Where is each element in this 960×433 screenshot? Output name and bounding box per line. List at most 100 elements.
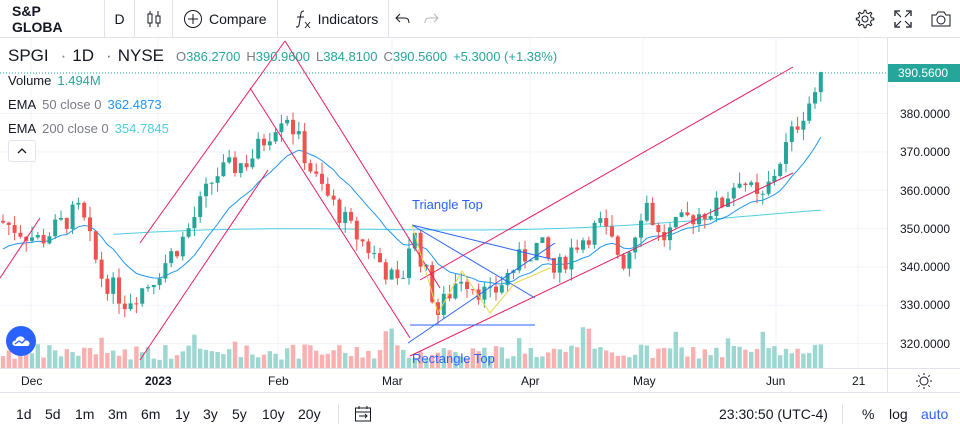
- legend-collapse-button[interactable]: [8, 140, 36, 162]
- ema200-legend[interactable]: EMA 200 close 0 354.7845: [8, 116, 557, 140]
- volume-bar: [406, 357, 412, 368]
- chart-pane[interactable]: SPGI · 1D · NYSE O386.2700 H390.9600 L38…: [0, 38, 887, 368]
- range-1d-button[interactable]: 1d: [16, 406, 32, 422]
- time-tick: Dec: [21, 374, 43, 388]
- volume-bar: [447, 350, 452, 368]
- candle-body: [325, 183, 330, 196]
- channel-line[interactable]: [0, 217, 41, 279]
- volume-bar: [302, 344, 307, 368]
- pattern-line[interactable]: [407, 242, 556, 344]
- rectangle-top-label[interactable]: Rectangle Top: [412, 351, 495, 366]
- time-tick: May: [633, 374, 656, 388]
- volume-bar: [186, 345, 191, 368]
- range-3y-button[interactable]: 3y: [203, 406, 218, 422]
- price-tick: 320.0000: [900, 337, 951, 351]
- candle-body: [540, 237, 545, 243]
- candle-body: [720, 197, 725, 207]
- volume-bar: [557, 349, 562, 368]
- volume-bar: [145, 347, 151, 368]
- volume-bar: [116, 355, 122, 368]
- range-5y-button[interactable]: 5y: [232, 406, 247, 422]
- volume-bar: [64, 349, 69, 368]
- candle-body: [192, 217, 197, 229]
- volume-bar: [250, 354, 255, 368]
- candle-body: [813, 92, 817, 104]
- volume-bar: [256, 357, 261, 368]
- candle-body: [795, 126, 800, 130]
- price-scale[interactable]: 380.0000 370.0000 360.0000 350.0000 340.…: [887, 38, 960, 368]
- volume-bar: [203, 349, 209, 368]
- range-1m-button[interactable]: 1m: [75, 406, 95, 422]
- pattern-line[interactable]: [411, 224, 556, 261]
- channel-drawings[interactable]: [0, 40, 794, 361]
- volume-bar: [789, 353, 794, 368]
- volume-bar: [702, 349, 707, 368]
- volume-bar: [360, 357, 365, 368]
- volume-bar: [592, 348, 597, 368]
- fullscreen-button[interactable]: [884, 0, 922, 38]
- auto-scale-toggle[interactable]: auto: [921, 406, 949, 422]
- legend-symbol: SPGI: [8, 46, 49, 65]
- percent-scale-toggle[interactable]: %: [862, 406, 875, 422]
- price-chart[interactable]: [0, 38, 887, 368]
- snapshot-button[interactable]: [922, 0, 960, 38]
- volume-bar: [679, 347, 684, 368]
- range-3m-button[interactable]: 3m: [108, 406, 128, 422]
- ema50-legend[interactable]: EMA 50 close 0 362.4873: [8, 92, 557, 116]
- volume-bar: [151, 358, 156, 368]
- triangle-pattern[interactable]: [411, 224, 551, 315]
- channel-line[interactable]: [139, 169, 269, 361]
- channel-line[interactable]: [419, 66, 794, 281]
- timezone-clock[interactable]: 23:30:50 (UTC-4): [719, 406, 828, 422]
- channel-line[interactable]: [249, 87, 411, 339]
- interval-button[interactable]: D: [105, 0, 135, 38]
- candle-body: [180, 236, 185, 257]
- log-scale-toggle[interactable]: log: [889, 406, 908, 422]
- candle-body: [615, 236, 620, 255]
- volume-bar: [644, 345, 649, 368]
- settings-button[interactable]: [846, 0, 884, 38]
- volume-bar: [377, 350, 383, 368]
- ohlc-legend: SPGI · 1D · NYSE O386.2700 H390.9600 L38…: [8, 44, 557, 68]
- time-tick: 21: [852, 374, 866, 388]
- volume-legend[interactable]: Volume 1.494M: [8, 68, 557, 92]
- candle-body: [186, 228, 191, 237]
- channel-line[interactable]: [139, 40, 286, 244]
- volume-bar: [70, 352, 75, 368]
- candle-body: [221, 162, 226, 177]
- range-1y-button[interactable]: 1y: [175, 406, 190, 422]
- chart-type-button[interactable]: [135, 0, 173, 38]
- price-tick: 330.0000: [900, 298, 951, 312]
- channel-line[interactable]: [284, 40, 441, 289]
- candle-body: [760, 193, 765, 195]
- redo-button[interactable]: [417, 0, 445, 38]
- volume-bar: [691, 347, 696, 368]
- indicators-button[interactable]: Indicators: [278, 0, 390, 38]
- calendar-range-icon[interactable]: [354, 405, 372, 423]
- candle-body: [563, 256, 568, 270]
- volume-bar: [174, 355, 180, 368]
- legend-interval: 1D: [72, 46, 95, 65]
- time-scale[interactable]: Dec 2023 Feb Mar Apr May Jun 21: [0, 368, 887, 392]
- gear-icon: [855, 9, 875, 29]
- range-10y-button[interactable]: 10y: [262, 406, 285, 422]
- scale-settings-button[interactable]: [887, 368, 960, 392]
- triangle-top-label[interactable]: Triangle Top: [412, 197, 483, 212]
- candle-body: [691, 215, 696, 225]
- tradingview-logo[interactable]: [6, 326, 36, 356]
- candle-body: [818, 72, 823, 93]
- range-20y-button[interactable]: 20y: [298, 406, 321, 422]
- symbol-search-button[interactable]: S&P GLOBA: [0, 0, 105, 38]
- undo-button[interactable]: [389, 0, 417, 38]
- candle-body: [360, 239, 365, 242]
- pattern-line[interactable]: [411, 224, 536, 299]
- candle-body: [12, 224, 17, 233]
- range-6m-button[interactable]: 6m: [141, 406, 161, 422]
- volume-bar: [511, 356, 516, 368]
- range-5d-button[interactable]: 5d: [45, 406, 61, 422]
- last-price-label: 390.5600: [888, 64, 960, 82]
- indicators-label: Indicators: [317, 10, 379, 27]
- compare-button[interactable]: Compare: [173, 0, 278, 38]
- candle-body: [105, 278, 110, 294]
- volume-bar: [227, 349, 232, 368]
